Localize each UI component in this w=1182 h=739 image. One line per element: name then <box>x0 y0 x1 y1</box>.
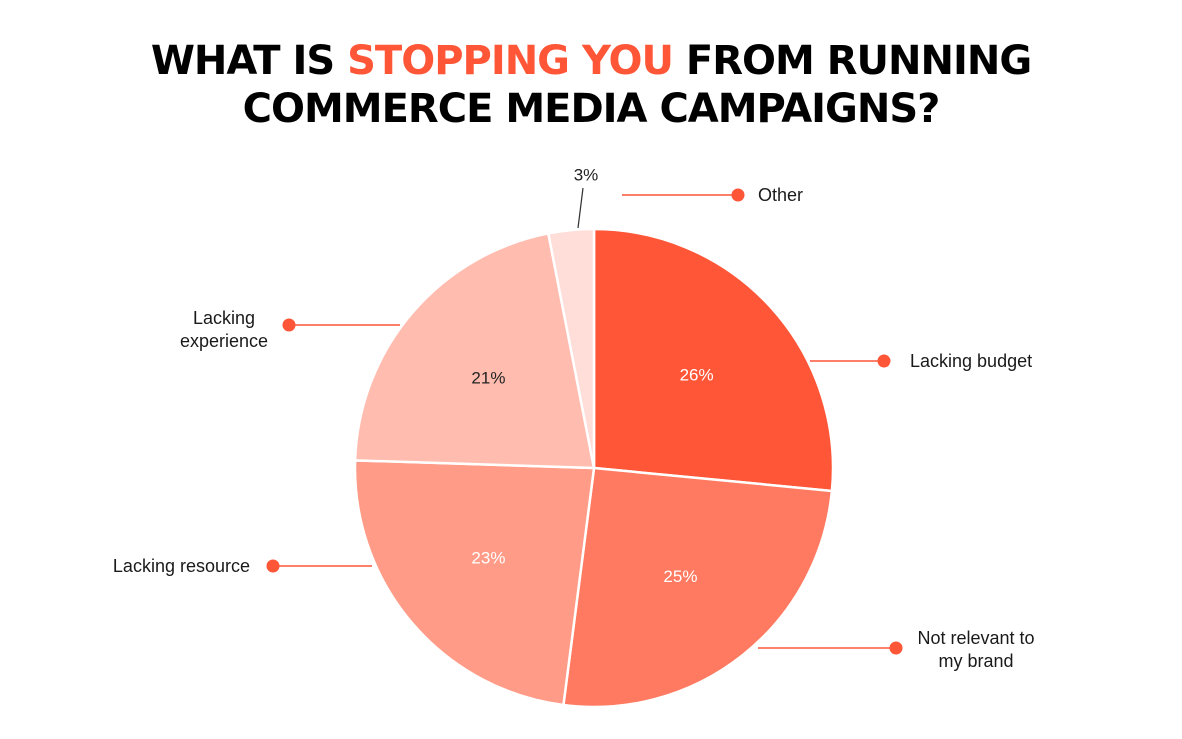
chart-title-line-1: WHAT IS STOPPING YOU FROM RUNNING <box>151 38 1031 84</box>
leader-dot-lacking-resource <box>266 559 280 573</box>
category-label-lacking-resource: Lacking resource <box>113 556 250 576</box>
pie-category-labels: Lacking budget Not relevant to my brand Lac… <box>113 185 1035 671</box>
title-highlight: STOPPING YOU <box>347 38 673 84</box>
pie-value-labels: 26% 25% 23% 21% 3% <box>471 166 713 586</box>
title-part-2: FROM RUNNING <box>673 38 1031 84</box>
category-label-lacking-experience: Lacking experience <box>180 308 268 351</box>
slice-lacking-experience <box>353 232 596 470</box>
pie-slices <box>353 227 835 709</box>
value-label-lacking-resource: 23% <box>471 548 505 567</box>
value-label-lacking-experience: 21% <box>471 369 505 388</box>
category-label-other: Other <box>758 185 803 205</box>
pie-leader-lines <box>266 187 903 655</box>
leader-dot-lacking-experience <box>282 318 296 332</box>
category-label-not-relevant-to-my-brand: Not relevant to my brand <box>917 628 1034 671</box>
value-label-other: 3% <box>574 166 599 185</box>
leader-dot-not-relevant-to-my-brand <box>889 641 903 655</box>
value-label-not-relevant-to-my-brand: 25% <box>663 567 697 586</box>
title-part-1: WHAT IS <box>151 38 347 84</box>
slice-other <box>547 227 596 470</box>
slice-lacking-resource <box>353 459 596 707</box>
leader-dot-lacking-budget <box>877 354 891 368</box>
value-label-lacking-budget: 26% <box>680 365 714 384</box>
slice-not-relevant-to-my-brand <box>562 466 834 709</box>
chart-title-line-2: COMMERCE MEDIA CAMPAIGNS? <box>243 86 940 132</box>
category-label-lacking-budget: Lacking budget <box>910 351 1032 371</box>
value-tick-other <box>577 187 584 229</box>
slice-lacking-budget <box>592 227 835 493</box>
leader-dot-other <box>731 188 745 202</box>
